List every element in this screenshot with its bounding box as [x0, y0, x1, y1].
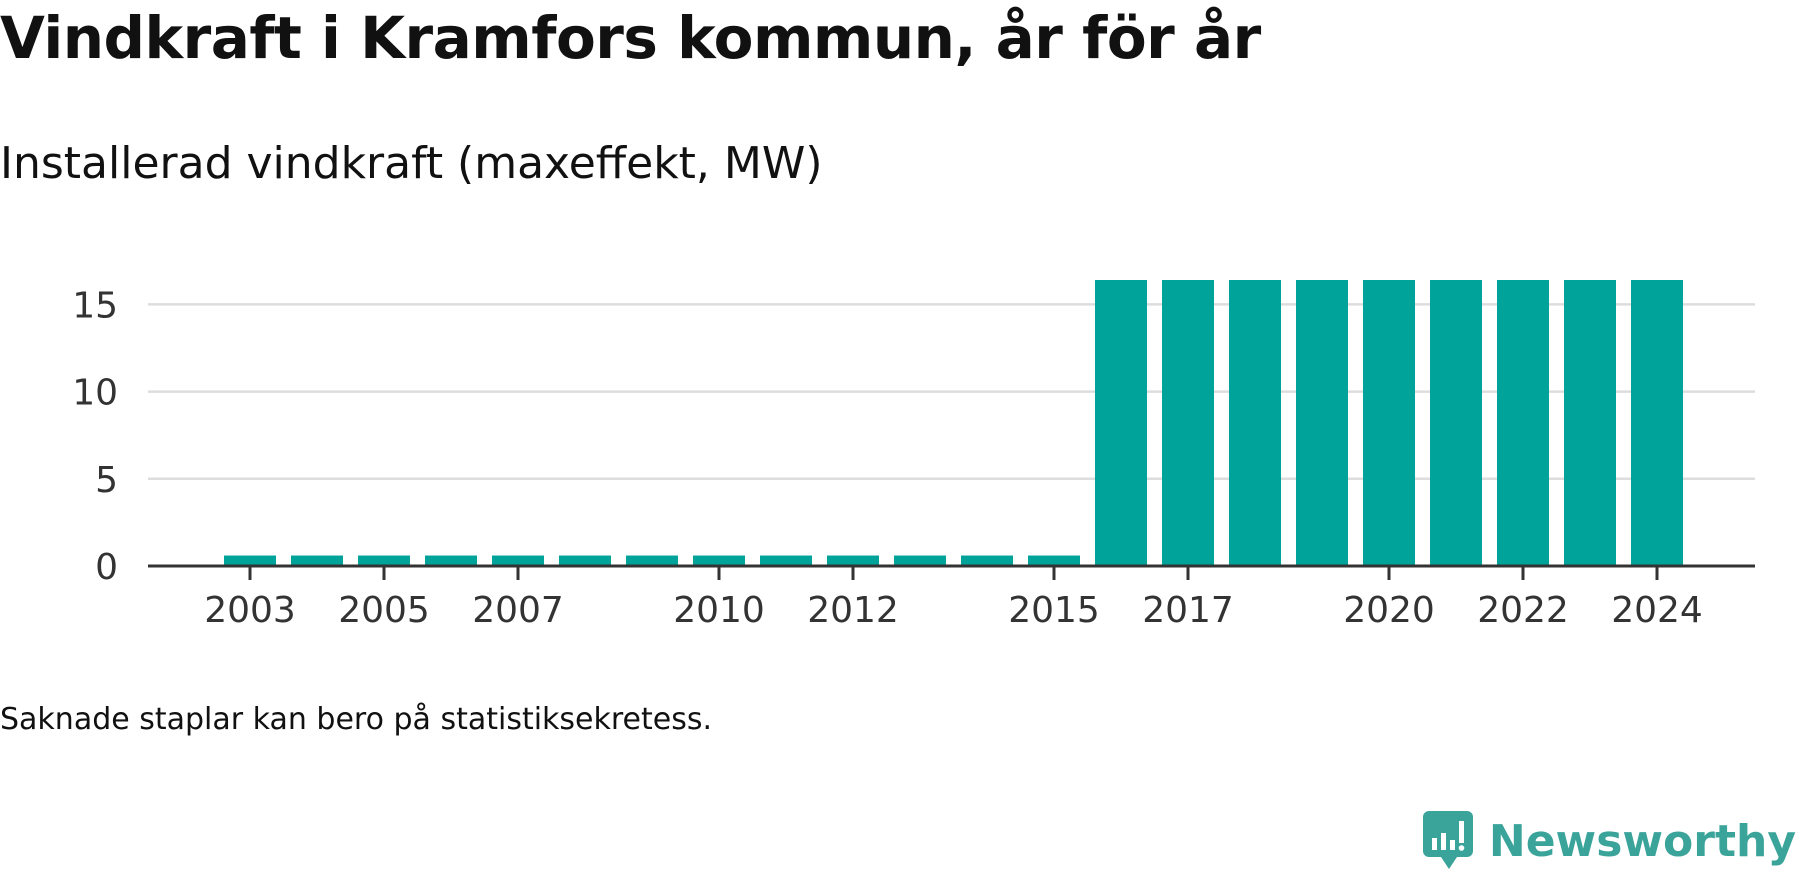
bar-2019 — [1296, 280, 1348, 566]
bar-2017 — [1162, 280, 1214, 566]
bars — [224, 280, 1683, 566]
grid-lines — [148, 303, 1755, 481]
bar-2021 — [1430, 280, 1482, 566]
bar-2022 — [1497, 280, 1549, 566]
bar-2003 — [224, 555, 276, 566]
bar-2004 — [291, 555, 343, 566]
x-tick-label: 2022 — [1477, 590, 1569, 631]
bar-2024 — [1631, 280, 1683, 566]
brand-logo: Newsworthy — [1422, 811, 1796, 871]
x-tick-label: 2017 — [1142, 590, 1234, 631]
x-tick-label: 2003 — [204, 590, 296, 631]
bar-2023 — [1564, 280, 1616, 566]
x-axis — [148, 564, 1755, 580]
x-tick-label: 2005 — [338, 590, 430, 631]
bar-2016 — [1095, 280, 1147, 566]
y-tick-label: 5 — [95, 460, 118, 501]
x-tick-label: 2012 — [807, 590, 899, 631]
x-tick-label: 2015 — [1008, 590, 1100, 631]
y-axis-labels: 0 5 10 15 — [72, 285, 118, 588]
chart-subtitle: Installerad vindkraft (maxeffekt, MW) — [0, 138, 823, 189]
y-tick-label: 10 — [72, 373, 118, 414]
x-tick-label: 2010 — [673, 590, 765, 631]
bar-2010 — [693, 555, 745, 566]
chart-title: Vindkraft i Kramfors kommun, år för år — [0, 4, 1261, 72]
bar-2011 — [760, 555, 812, 566]
y-tick-label: 15 — [72, 285, 118, 326]
x-axis-labels: 2003 2005 2007 2010 2012 2015 2017 2020 2022 2024 — [204, 590, 1703, 631]
newsworthy-logo-icon — [1422, 811, 1473, 869]
y-tick-label: 0 — [95, 547, 118, 588]
x-tick-label: 2020 — [1343, 590, 1435, 631]
bar-2012 — [827, 555, 879, 566]
footnote: Saknade staplar kan bero på statistiksek… — [0, 702, 713, 737]
x-tick-label: 2024 — [1611, 590, 1703, 631]
bar-2015 — [1028, 555, 1080, 566]
brand-name: Newsworthy — [1488, 815, 1796, 867]
bar-2014 — [961, 555, 1013, 566]
bar-2020 — [1363, 280, 1415, 566]
bar-2018 — [1229, 280, 1281, 566]
bar-2009 — [626, 555, 678, 566]
x-tick-label: 2007 — [472, 590, 564, 631]
bar-2013 — [894, 555, 946, 566]
bar-2007 — [492, 555, 544, 566]
bar-2006 — [425, 555, 477, 566]
bar-2005 — [358, 555, 410, 566]
bar-2008 — [559, 555, 611, 566]
